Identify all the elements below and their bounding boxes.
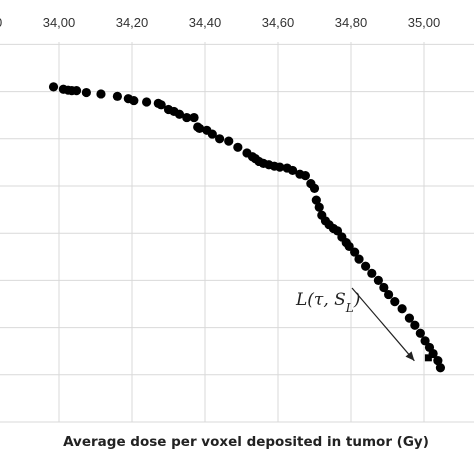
data-point [390,297,400,307]
data-point [288,165,298,176]
data-point [404,313,414,323]
data-point [344,241,354,252]
x-tick-label: 34,40 [189,15,222,30]
data-point [96,89,106,99]
data-points [48,82,446,373]
data-point [300,171,310,181]
data-point [142,97,152,107]
annotation-label: L(τ, SL) [295,290,360,315]
data-point [383,289,394,300]
annotation-arrow-head [405,351,415,361]
data-point [350,247,360,257]
data-point-square [424,354,432,362]
data-point [275,162,285,172]
data-point [309,183,320,193]
data-point [48,82,59,92]
data-point [156,100,166,110]
annotation: L(τ, SL) [295,287,415,362]
data-point [415,328,425,338]
data-point [194,123,205,134]
data-point [129,95,139,106]
data-point [397,304,407,314]
data-point [182,112,192,123]
grid-lines [0,42,474,423]
data-point [373,275,383,285]
x-tick-label: 34,20 [116,15,149,30]
data-point [311,195,321,205]
x-tick-label: 33,80 [0,15,2,30]
data-point [81,87,91,98]
data-point [207,129,217,139]
data-point [224,136,234,146]
data-point [354,254,364,264]
data-point [410,320,420,330]
x-axis-label: Average dose per voxel deposited in tumo… [63,434,429,450]
data-point [314,202,324,212]
x-tick-label: 34,60 [262,15,295,30]
data-point [379,282,389,293]
data-point [233,142,243,152]
data-point [112,91,122,101]
x-tick-label: 35,00 [408,15,441,30]
data-point [367,268,377,278]
x-tick-label: 34,80 [335,15,368,30]
annotation-arrow [351,287,415,362]
data-point [435,363,446,373]
x-tick-labels: 33,80 34,00 34,20 34,40 34,60 34,80 35,00 [0,15,440,30]
data-point [71,86,82,96]
data-point [215,134,225,144]
data-point [433,356,443,366]
data-point [420,336,430,346]
data-point [189,112,199,123]
data-point [361,261,371,271]
x-tick-label: 34,00 [43,15,76,30]
data-point [174,109,185,119]
